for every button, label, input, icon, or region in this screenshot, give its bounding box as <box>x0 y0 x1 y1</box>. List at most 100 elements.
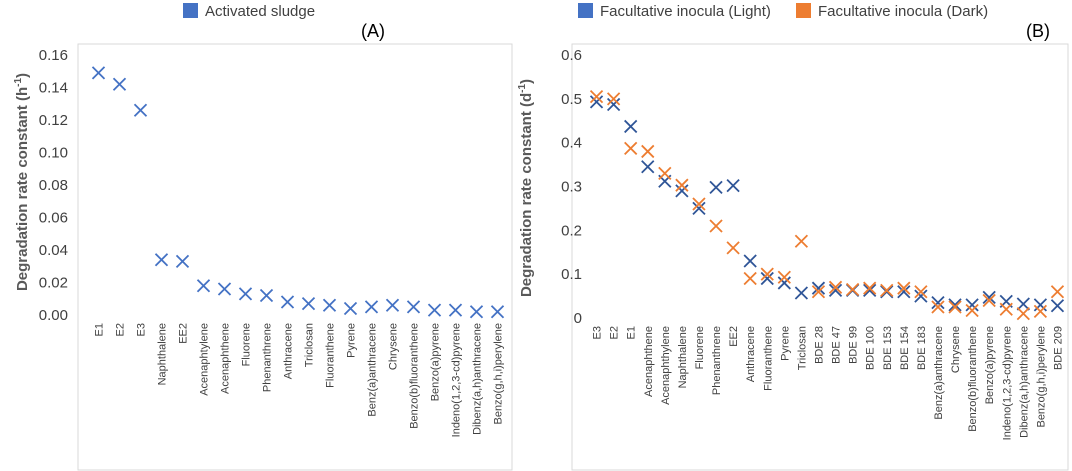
point-b-s0-9 <box>743 254 757 268</box>
x-tick-label-a-14: Chrysene <box>388 323 400 370</box>
point-b-s0-6 <box>692 201 706 216</box>
x-tick-label-a-15: Benzo(b)fluoranthene <box>409 323 421 429</box>
y-tick-label-a-8: 0.16 <box>39 47 68 64</box>
point-b-s1-0 <box>589 90 604 104</box>
point-a-s0-1 <box>112 77 127 91</box>
y-axis-title-a: Degradation rate constant (h-1) <box>13 73 31 291</box>
plot-a-frame <box>77 43 513 471</box>
x-tick-label-b-25: Dibenz(a,h)anthracene <box>1018 326 1030 438</box>
x-tick-label-a-11: Fluoranthene <box>325 323 337 388</box>
point-b-s0-22 <box>965 298 979 312</box>
point-b-s1-6 <box>692 197 706 211</box>
point-b-s0-26 <box>1033 298 1048 312</box>
x-tick-label-b-9: Anthracene <box>745 326 757 382</box>
point-b-s1-3 <box>641 144 655 159</box>
x-tick-label-a-3: Naphthalene <box>157 323 169 385</box>
x-tick-label-b-13: BDE 28 <box>813 326 825 364</box>
point-b-s1-8 <box>726 241 740 255</box>
point-b-s1-2 <box>624 141 638 156</box>
x-tick-label-b-16: BDE 100 <box>865 326 877 370</box>
x-tick-label-b-4: Acenaphthylene <box>660 326 672 405</box>
point-b-s0-13 <box>811 281 826 295</box>
plot-b: 0 0.1 0.2 0.3 0.4 0.5 0.6 E3 E2 E1 Acenaphthene Ace… <box>561 47 1064 440</box>
point-b-s1-7 <box>709 219 723 233</box>
x-tick-label-b-11: Pyrene <box>779 326 791 361</box>
x-tick-label-a-6: Acenaphthene <box>220 323 232 394</box>
plot-a: 0.00 0.02 0.04 0.06 0.08 0.10 0.12 0.14 0.16 E1 E2… <box>39 47 505 437</box>
point-a-s0-8 <box>259 288 274 303</box>
point-b-s1-11 <box>777 270 791 284</box>
point-b-s1-15 <box>845 282 860 297</box>
x-tick-label-a-19: Benzo(g,h,i)perylene <box>493 323 505 425</box>
y-tick-label-a-3: 0.06 <box>39 210 68 227</box>
point-a-s0-4 <box>175 254 190 269</box>
point-b-s1-9 <box>743 271 757 286</box>
point-b-s1-16 <box>863 281 877 295</box>
point-a-s0-13 <box>364 300 379 314</box>
x-tick-label-b-12: Triclosan <box>796 326 808 370</box>
point-a-s0-15 <box>406 300 421 314</box>
point-b-s1-23 <box>982 293 996 308</box>
point-b-s0-14 <box>828 283 843 298</box>
x-tick-label-b-20: Benz(a)anthracene <box>933 326 945 420</box>
legend-b-swatch-1 <box>796 3 811 18</box>
panel-a-label: (A) <box>361 21 385 41</box>
point-b-s0-0 <box>589 95 604 109</box>
x-tick-label-b-27: BDE 209 <box>1052 326 1064 370</box>
point-b-s0-10 <box>760 271 774 286</box>
x-tick-label-a-7: Fluorene <box>241 323 253 366</box>
y-tick-label-a-4: 0.08 <box>39 177 68 194</box>
point-b-s1-17 <box>880 283 894 298</box>
point-a-s0-11 <box>322 298 337 312</box>
x-tick-label-a-1: E2 <box>115 323 127 336</box>
point-a-s0-0 <box>91 66 106 80</box>
x-tick-label-b-18: BDE 154 <box>899 326 911 370</box>
y-tick-label-b-1: 0.1 <box>561 266 582 283</box>
point-b-s0-18 <box>897 285 911 299</box>
x-tick-label-a-4: EE2 <box>178 323 190 344</box>
x-tick-label-a-5: Acenaphtylene <box>199 323 211 396</box>
x-tick-label-b-17: BDE 153 <box>882 326 894 370</box>
point-b-s1-10 <box>760 267 774 281</box>
point-a-s0-12 <box>343 301 358 316</box>
y-tick-label-a-2: 0.04 <box>39 242 68 259</box>
point-b-s1-12 <box>794 234 809 248</box>
point-a-s0-18 <box>469 305 484 319</box>
x-tick-label-a-10: Triclosan <box>304 323 316 367</box>
y-tick-label-b-0: 0 <box>574 310 582 327</box>
x-tick-label-b-14: BDE 47 <box>831 326 843 364</box>
point-b-s1-14 <box>828 280 843 294</box>
point-a-s0-17 <box>448 303 463 317</box>
point-a-s0-5 <box>196 279 211 293</box>
x-tick-label-b-26: Benzo(g,h,i)perylene <box>1035 326 1047 428</box>
point-a-s0-19 <box>490 305 505 319</box>
legend-a: Activated sludge <box>183 3 315 20</box>
x-tick-label-b-15: BDE 99 <box>848 326 860 364</box>
x-tick-label-a-2: E3 <box>136 323 148 336</box>
point-b-s1-18 <box>897 281 911 295</box>
y-tick-label-b-3: 0.3 <box>561 179 582 196</box>
point-b-s0-23 <box>982 290 996 305</box>
plot-b-frame <box>571 43 1069 471</box>
x-tick-label-b-2: E1 <box>626 326 638 339</box>
point-b-s1-24 <box>999 302 1013 316</box>
x-tick-label-b-5: Naphthalene <box>677 326 689 388</box>
x-tick-label-b-23: Benzo(a)pyrene <box>984 326 996 404</box>
point-b-s0-1 <box>606 97 621 112</box>
y-tick-label-b-4: 0.4 <box>561 135 582 152</box>
x-tick-label-a-13: Benz(a)anthracene <box>367 323 379 417</box>
point-b-s0-12 <box>794 286 809 300</box>
x-tick-label-a-16: Benzo(a)pyrene <box>430 323 442 401</box>
point-b-s1-21 <box>948 300 962 314</box>
x-tick-label-b-21: Chrysene <box>950 326 962 373</box>
y-axis-title-b: Degradation rate constant (d-1) <box>517 79 535 297</box>
x-tick-label-a-12: Pyrene <box>346 323 358 358</box>
point-b-s1-4 <box>658 166 672 180</box>
x-tick-label-b-10: Fluoranthene <box>762 326 774 391</box>
legend-b: Facultative inocula (Light) Facultative … <box>578 3 988 20</box>
point-a-s0-16 <box>427 303 442 317</box>
point-b-s0-20 <box>931 296 945 310</box>
point-a-s0-7 <box>238 287 253 301</box>
point-b-s0-7 <box>709 180 723 195</box>
